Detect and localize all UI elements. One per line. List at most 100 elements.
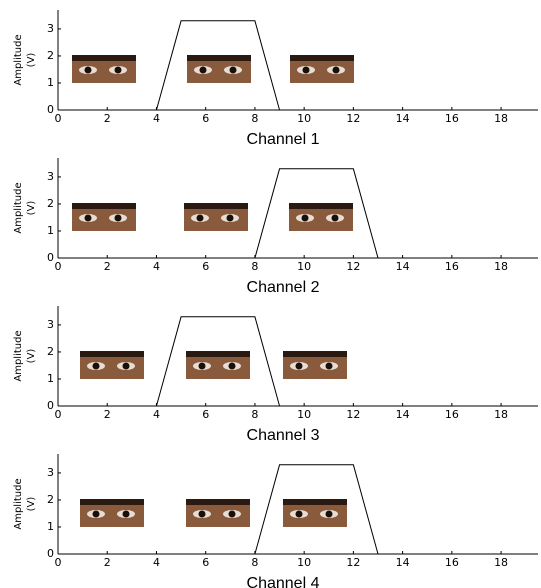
eye-pupil (326, 511, 333, 518)
eye-pupil (326, 363, 333, 370)
eye-pupil (296, 363, 303, 370)
x-tick-label: 6 (202, 408, 209, 421)
x-tick-label: 0 (55, 112, 62, 125)
eye-pupil (303, 67, 310, 74)
x-tick-label: 16 (445, 556, 459, 569)
eye-image-brow (186, 351, 250, 357)
eye-pupil (85, 67, 92, 74)
y-tick-label: 0 (47, 251, 54, 264)
eye-pupil (115, 215, 122, 222)
x-tick-label: 10 (297, 556, 311, 569)
x-tick-label: 8 (251, 112, 258, 125)
x-tick-label: 6 (202, 260, 209, 273)
x-tick-label: 2 (104, 408, 111, 421)
x-tick-label: 8 (251, 408, 258, 421)
y-axis-unit: (V) (26, 349, 37, 364)
x-tick-label: 18 (494, 408, 508, 421)
x-tick-label: 18 (494, 260, 508, 273)
x-tick-label: 8 (251, 556, 258, 569)
x-tick-label: 16 (445, 112, 459, 125)
eye-pupil (123, 363, 130, 370)
y-tick-label: 3 (47, 170, 54, 183)
x-tick-label: 16 (445, 408, 459, 421)
eye-pupil (197, 215, 204, 222)
x-tick-label: 14 (396, 260, 410, 273)
eye-image-brow (283, 499, 347, 505)
eye-pupil (302, 215, 309, 222)
eye-image-brow (283, 351, 347, 357)
eye-image-brow (72, 203, 136, 209)
eye-pupil (93, 511, 100, 518)
x-axis-label: Channel 1 (247, 131, 320, 148)
y-axis-label: Amplitude (13, 182, 24, 233)
x-axis-label: Channel 2 (247, 279, 320, 296)
x-tick-label: 12 (346, 556, 360, 569)
eye-pupil (332, 215, 339, 222)
x-tick-label: 0 (55, 556, 62, 569)
eye-image-brow (72, 55, 136, 61)
eye-pupil (230, 67, 237, 74)
eye-pupil (93, 363, 100, 370)
x-tick-label: 18 (494, 556, 508, 569)
x-tick-label: 4 (153, 408, 160, 421)
x-tick-label: 10 (297, 408, 311, 421)
y-tick-label: 2 (47, 493, 54, 506)
x-tick-label: 14 (396, 112, 410, 125)
x-tick-label: 4 (153, 260, 160, 273)
x-tick-label: 2 (104, 556, 111, 569)
x-tick-label: 4 (153, 556, 160, 569)
x-tick-label: 2 (104, 260, 111, 273)
y-axis-unit: (V) (26, 53, 37, 68)
x-tick-label: 14 (396, 556, 410, 569)
eye-image-brow (289, 203, 353, 209)
x-tick-label: 4 (153, 112, 160, 125)
eye-pupil (115, 67, 122, 74)
y-axis-label: Amplitude (13, 330, 24, 381)
y-tick-label: 0 (47, 547, 54, 560)
y-tick-label: 2 (47, 49, 54, 62)
eye-pupil (85, 215, 92, 222)
y-tick-label: 3 (47, 22, 54, 35)
y-tick-label: 2 (47, 345, 54, 358)
eye-pupil (227, 215, 234, 222)
x-tick-label: 16 (445, 260, 459, 273)
eye-pupil (333, 67, 340, 74)
x-tick-label: 12 (346, 112, 360, 125)
x-tick-label: 0 (55, 260, 62, 273)
y-tick-label: 1 (47, 76, 54, 89)
x-axis-label: Channel 4 (247, 575, 320, 588)
x-tick-label: 6 (202, 112, 209, 125)
y-axis-unit: (V) (26, 497, 37, 512)
eye-image-brow (80, 499, 144, 505)
y-tick-label: 3 (47, 466, 54, 479)
eye-pupil (296, 511, 303, 518)
x-axis-label: Channel 3 (247, 427, 320, 444)
eye-pupil (199, 511, 206, 518)
eye-image-brow (184, 203, 248, 209)
y-tick-label: 0 (47, 399, 54, 412)
y-axis-label: Amplitude (13, 478, 24, 529)
eye-pupil (199, 363, 206, 370)
eye-pupil (229, 363, 236, 370)
eye-image-brow (80, 351, 144, 357)
x-tick-label: 12 (346, 408, 360, 421)
eye-image-brow (187, 55, 251, 61)
eye-image-brow (186, 499, 250, 505)
x-tick-label: 0 (55, 408, 62, 421)
x-tick-label: 6 (202, 556, 209, 569)
x-tick-label: 2 (104, 112, 111, 125)
y-axis-label: Amplitude (13, 34, 24, 85)
y-tick-label: 1 (47, 372, 54, 385)
x-tick-label: 18 (494, 112, 508, 125)
x-tick-label: 12 (346, 260, 360, 273)
y-tick-label: 2 (47, 197, 54, 210)
eye-pupil (123, 511, 130, 518)
x-tick-label: 14 (396, 408, 410, 421)
y-axis-unit: (V) (26, 201, 37, 216)
y-tick-label: 1 (47, 224, 54, 237)
eye-image-brow (290, 55, 354, 61)
x-tick-label: 8 (251, 260, 258, 273)
